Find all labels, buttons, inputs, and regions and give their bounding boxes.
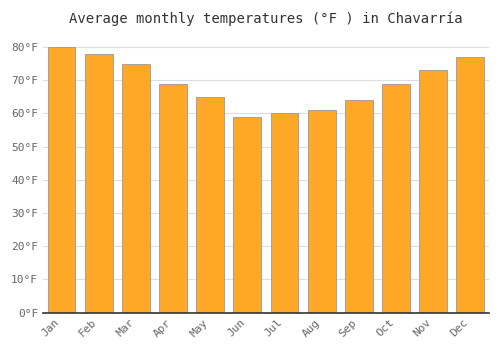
Title: Average monthly temperatures (°F ) in Chavarría: Average monthly temperatures (°F ) in Ch… xyxy=(69,11,462,26)
Bar xyxy=(270,113,298,313)
Bar xyxy=(234,117,262,313)
Bar xyxy=(48,47,76,313)
Bar xyxy=(382,84,410,313)
Bar xyxy=(456,57,484,313)
Bar xyxy=(122,64,150,313)
Bar xyxy=(159,84,187,313)
Bar xyxy=(419,70,447,313)
Bar xyxy=(196,97,224,313)
Bar xyxy=(345,100,373,313)
Bar xyxy=(85,54,112,313)
Bar xyxy=(308,110,336,313)
